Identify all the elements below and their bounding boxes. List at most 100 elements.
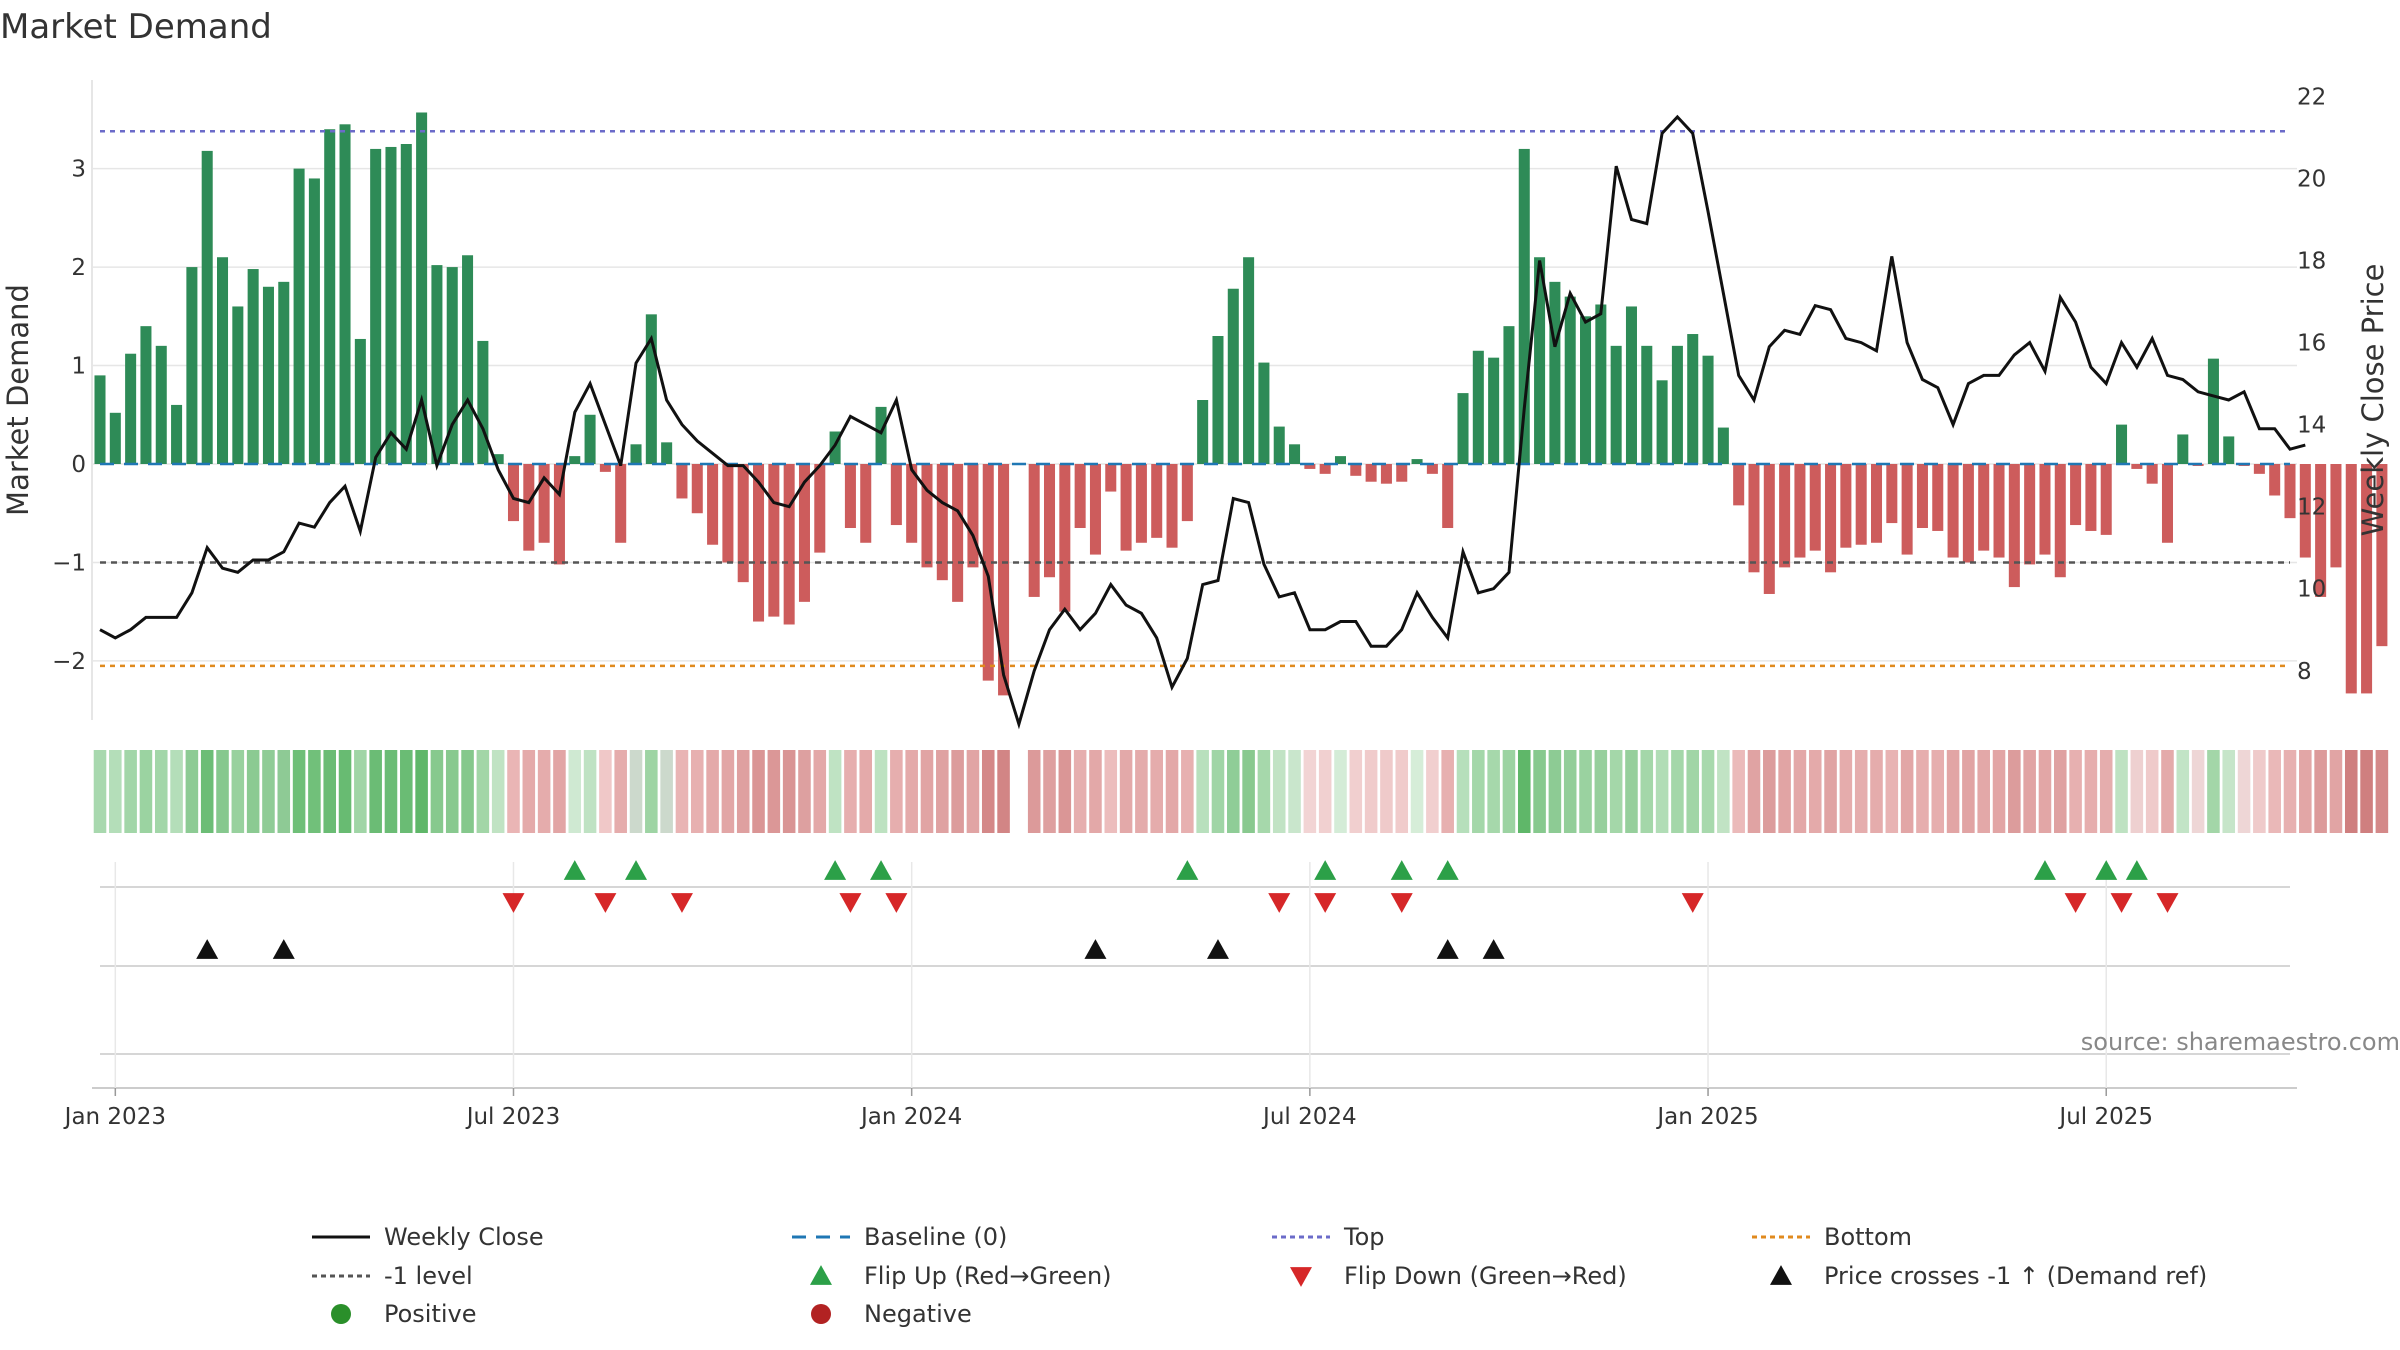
strip-cell: [2054, 750, 2067, 833]
strip-cell: [338, 750, 352, 833]
strip-cell: [706, 750, 719, 833]
strip-cell: [1441, 750, 1454, 833]
strip-cell: [966, 750, 980, 833]
legend-swatch: [331, 1304, 351, 1324]
strip-cell: [2237, 750, 2251, 833]
flip-up-marker: [824, 860, 847, 880]
positive-demand-bar: [1671, 345, 1683, 464]
positive-demand-bar: [109, 412, 121, 464]
positive-demand-bar: [186, 267, 198, 464]
strip-cell: [859, 750, 873, 833]
negative-demand-bar: [2315, 464, 2327, 597]
positive-demand-bar: [125, 353, 137, 464]
negative-demand-bar: [1886, 464, 1898, 524]
strip-cell: [736, 750, 750, 833]
negative-demand-bar: [798, 464, 810, 602]
strip-cell: [599, 750, 612, 833]
positive-demand-bar: [1656, 380, 1668, 464]
negative-demand-bar: [523, 464, 535, 551]
strip-cell: [1625, 750, 1638, 833]
strip-cell: [1931, 750, 1945, 833]
flip-down-marker: [2064, 893, 2087, 913]
flip-up-marker: [1436, 860, 1459, 880]
legend-label: Bottom: [1824, 1223, 1912, 1251]
negative-demand-bar: [814, 464, 826, 553]
flip-down-marker: [1681, 893, 1704, 913]
legend-label: Top: [1343, 1223, 1385, 1251]
strip-cell: [1701, 750, 1715, 833]
strip-cell: [1181, 750, 1194, 833]
negative-demand-bar: [1135, 464, 1147, 543]
negative-demand-bar: [1089, 464, 1101, 555]
positive-demand-bar: [217, 257, 229, 464]
strip-cell: [1686, 750, 1700, 833]
positive-demand-bar: [2116, 424, 2128, 464]
legend-label: Flip Up (Red→Green): [864, 1262, 1112, 1290]
negative-demand-bar: [1166, 464, 1178, 548]
strip-cell: [231, 750, 245, 833]
strip-cell: [2191, 750, 2205, 833]
strip-cell: [2023, 750, 2036, 833]
negative-demand-bar: [553, 464, 565, 565]
strip-cell: [1655, 750, 1669, 833]
vertical-date-grid: [114, 862, 2107, 1088]
strip-cell: [1502, 750, 1516, 833]
flip-up-marker: [1390, 860, 1413, 880]
strip-cell: [1962, 750, 1975, 833]
strip-cell: [2314, 750, 2327, 833]
positive-demand-bar: [1549, 281, 1561, 464]
strip-cell: [1058, 750, 1072, 833]
strip-cell: [292, 750, 306, 833]
x-tick-label: Jul 2024: [1261, 1104, 1357, 1130]
positive-demand-bar: [201, 150, 213, 464]
strip-cell: [1548, 750, 1562, 833]
strip-cell: [813, 750, 827, 833]
negative-demand-bar: [998, 464, 1010, 696]
negative-demand-bar: [768, 464, 780, 617]
negative-demand-bar: [1870, 464, 1883, 543]
legend-swatch: [1770, 1265, 1792, 1285]
flip-down-marker: [1390, 893, 1413, 913]
strip-cell: [1732, 750, 1745, 833]
strip-cell: [1533, 750, 1546, 833]
positive-demand-bar: [1641, 345, 1653, 464]
positive-demand-bar: [155, 345, 167, 464]
legend-item: Weekly Close: [312, 1223, 544, 1251]
strip-cell: [1135, 750, 1148, 833]
left-tick-label: 2: [71, 255, 86, 281]
strip-cell: [139, 750, 153, 833]
strip-cell: [2038, 750, 2052, 833]
strip-cell: [690, 750, 704, 833]
strip-cell: [583, 750, 597, 833]
strip-cell: [2299, 750, 2312, 833]
strip-cell: [2375, 750, 2389, 833]
strip-cell: [308, 750, 321, 833]
price-cross-marker: [196, 939, 219, 959]
positive-demand-bar: [1580, 316, 1592, 464]
negative-demand-bar: [676, 464, 688, 499]
event-marker-panels: Jan 2023 Jul 2023 Jan 2024 Jul 2024 Jan 2025…: [63, 860, 2297, 1130]
legend-item: -1 level: [312, 1262, 473, 1290]
negative-demand-bar: [2376, 464, 2388, 647]
flip-down-marker: [1268, 893, 1291, 913]
negative-demand-bar: [1733, 464, 1745, 506]
strip-cell: [445, 750, 459, 833]
x-tick-label: Jul 2025: [2057, 1104, 2153, 1130]
strip-cell: [1027, 750, 1041, 833]
strip-cell: [675, 750, 689, 833]
legend-item: Bottom: [1752, 1223, 1912, 1251]
strip-cell: [782, 750, 796, 833]
chart-title: Market Demand: [0, 7, 272, 47]
strip-cell: [1272, 750, 1286, 833]
negative-demand-bar: [2085, 464, 2097, 531]
strip-cell: [951, 750, 964, 833]
negative-demand-bar: [2146, 464, 2158, 484]
strip-cell: [1808, 750, 1822, 833]
strip-cell: [920, 750, 934, 833]
negative-demand-bar: [1978, 464, 1990, 551]
strip-cell: [507, 750, 520, 833]
negative-demand-bar: [2054, 464, 2066, 578]
positive-demand-bar: [416, 112, 428, 464]
negative-demand-bar: [2269, 464, 2281, 496]
strip-cell: [1900, 750, 1914, 833]
